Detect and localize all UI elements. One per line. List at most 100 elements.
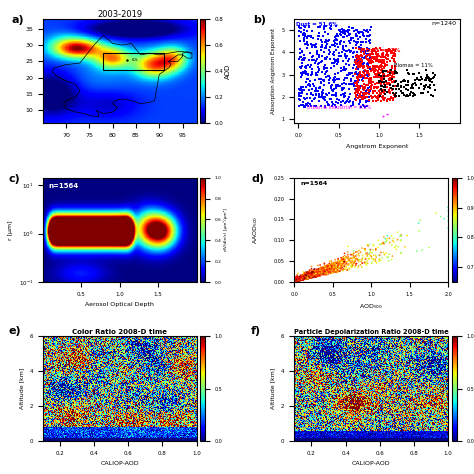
Point <box>417 217 424 224</box>
Point <box>343 266 351 274</box>
Point <box>332 266 340 273</box>
Point <box>355 86 363 94</box>
Point <box>292 277 300 284</box>
Point <box>337 257 345 264</box>
Point <box>322 68 329 76</box>
Point <box>359 39 366 46</box>
Point <box>304 274 312 282</box>
Point <box>346 265 353 273</box>
Point <box>296 45 304 53</box>
Point <box>304 274 311 282</box>
Point <box>377 72 385 80</box>
Point <box>306 274 314 282</box>
Point <box>346 37 353 45</box>
Point <box>292 275 300 283</box>
Point <box>332 268 340 275</box>
Point <box>337 26 344 34</box>
Point <box>314 272 321 279</box>
Point <box>324 30 332 37</box>
Point <box>308 268 316 276</box>
Point <box>307 273 315 281</box>
Point <box>302 274 310 282</box>
Point <box>356 62 364 69</box>
Point <box>343 27 350 35</box>
Point <box>365 58 373 65</box>
Point <box>302 272 310 279</box>
Point <box>353 68 360 76</box>
Point <box>378 240 385 248</box>
Point <box>411 91 419 99</box>
Point <box>297 73 304 81</box>
Point <box>359 74 366 82</box>
Point <box>321 265 328 273</box>
Point <box>340 92 348 100</box>
Point <box>363 87 370 95</box>
Point <box>422 76 429 84</box>
Point <box>336 267 343 275</box>
Point <box>306 271 313 278</box>
Point <box>391 91 399 99</box>
Point <box>295 276 303 284</box>
Point <box>374 237 382 244</box>
Point <box>301 274 309 282</box>
Point <box>360 31 367 39</box>
Point <box>335 262 342 269</box>
Point <box>292 278 300 285</box>
Point <box>336 264 344 271</box>
Point <box>382 55 389 62</box>
Point <box>296 276 304 283</box>
Point <box>294 270 301 277</box>
Point <box>380 75 387 82</box>
Point <box>389 87 396 94</box>
Point <box>397 232 404 240</box>
Point <box>359 84 366 92</box>
Point <box>324 268 331 275</box>
Point <box>364 68 371 75</box>
Point <box>292 277 300 284</box>
Point <box>308 273 316 280</box>
Point <box>390 94 397 101</box>
Point <box>409 80 417 88</box>
Point <box>409 84 417 92</box>
Point <box>351 48 358 55</box>
Point <box>358 92 365 100</box>
Point <box>332 70 339 78</box>
Point <box>301 23 309 31</box>
Point <box>356 53 363 60</box>
Point <box>331 262 339 269</box>
Point <box>316 269 324 276</box>
Point <box>377 75 385 83</box>
Point <box>304 272 311 279</box>
Point <box>293 277 301 284</box>
Point <box>301 273 308 280</box>
Point <box>292 277 300 284</box>
Point <box>308 265 315 273</box>
Point <box>298 273 306 280</box>
Point <box>346 93 353 101</box>
Point <box>306 272 313 280</box>
Point <box>301 273 309 281</box>
Point <box>319 267 327 275</box>
Point <box>347 70 355 77</box>
Point <box>375 77 383 84</box>
Point <box>350 27 357 35</box>
Point <box>326 263 334 271</box>
Point <box>300 275 308 283</box>
Point <box>333 60 340 67</box>
Point <box>378 78 385 86</box>
Point <box>293 275 301 283</box>
Point <box>322 263 330 271</box>
Point <box>292 274 300 282</box>
Point <box>398 231 405 238</box>
Point <box>294 276 301 284</box>
Point <box>294 276 302 283</box>
Point <box>308 272 315 280</box>
Point <box>298 274 305 282</box>
Point <box>296 274 303 282</box>
Point <box>364 72 372 80</box>
Point <box>317 75 325 83</box>
Point <box>299 276 306 283</box>
Point <box>295 275 303 283</box>
Point <box>351 56 359 64</box>
Point <box>320 266 328 274</box>
